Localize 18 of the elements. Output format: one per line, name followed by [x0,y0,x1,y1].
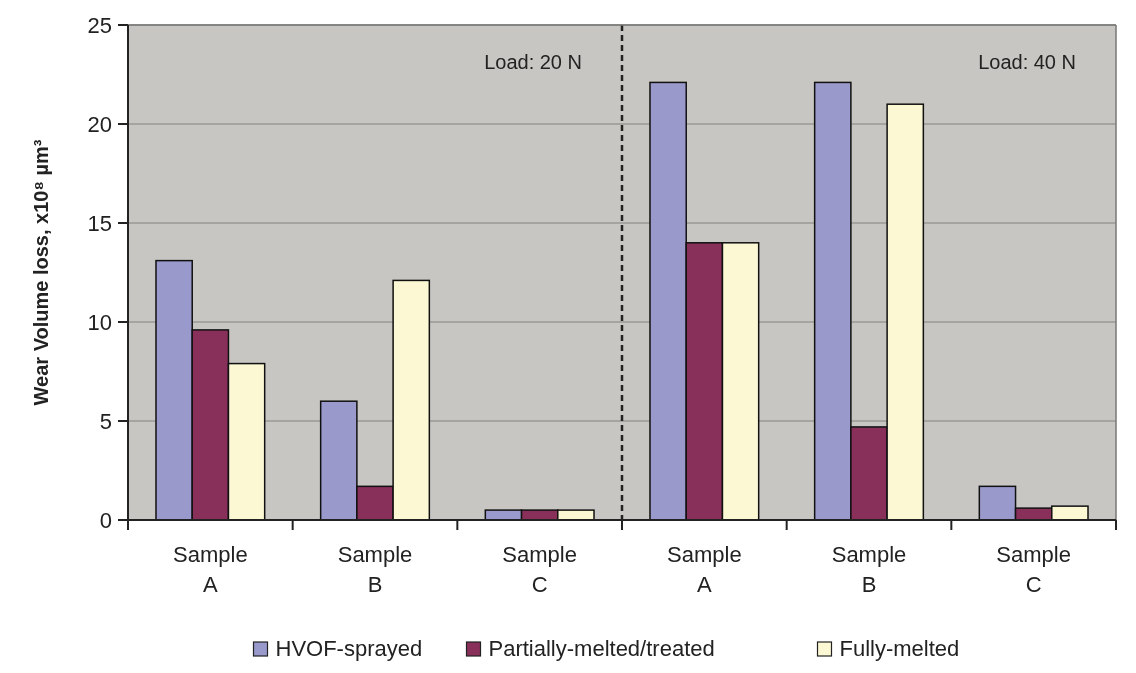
x-tick-label: Sample A [173,542,248,597]
x-tick-label: Sample A [667,542,742,597]
annotation: Load: 40 N [978,51,1076,73]
annotation: Load: 20 N [484,51,582,73]
y-tick-label: 0 [99,507,112,533]
y-axis-title: Wear Volume loss, x10⁸ µm³ [30,139,52,406]
legend-label: Fully-melted [839,636,960,661]
x-tick-label: Sample B [337,542,413,597]
legend-label: HVOF-sprayed [275,636,423,661]
y-tick-label: 10 [87,309,112,335]
x-tick-label: Sample C [996,542,1071,597]
legend-label: Partially-melted/treated [488,636,715,661]
y-tick-label: 20 [87,111,112,137]
y-tick-label: 15 [87,210,112,236]
x-tick-label: Sample B [831,542,907,597]
x-tick-label: Sample C [502,542,577,597]
y-tick-label: 5 [99,408,112,434]
y-tick-label: 25 [87,12,112,38]
